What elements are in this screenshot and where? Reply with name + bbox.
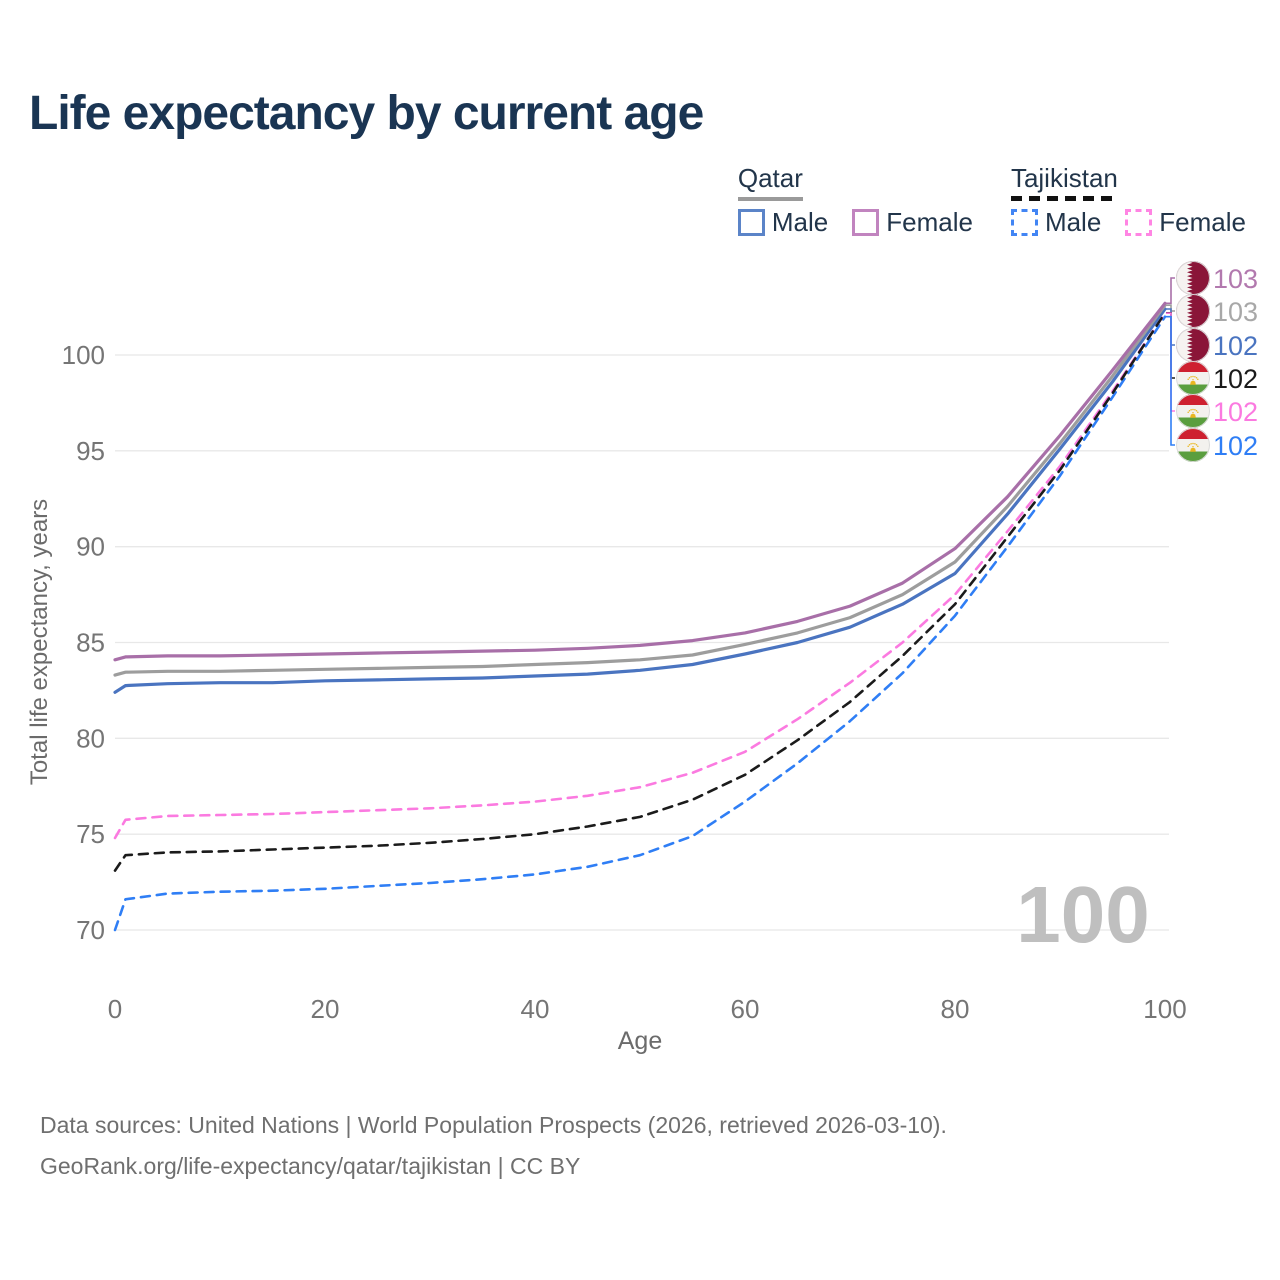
legend-group-tajikistan: Tajikistan Male Female <box>1010 163 1246 238</box>
end-connector-qatar-female <box>1166 277 1175 305</box>
end-connector-tajikistan-male <box>1166 315 1175 446</box>
legend-swatch-tajikistan-female <box>1125 209 1153 236</box>
y-tick-70: 70 <box>76 915 105 945</box>
legend-item-qatar-female[interactable]: Female <box>852 207 973 238</box>
x-tick-0: 0 <box>108 994 122 1024</box>
footer-url: GeoRank.org/life-expectancy/qatar/tajiki… <box>40 1153 581 1179</box>
legend-items-tajikistan: Male Female <box>1010 207 1246 238</box>
end-value-tajikistan-both: 102 <box>1213 364 1258 394</box>
legend-country-qatar[interactable]: Qatar <box>737 163 803 201</box>
y-tick-90: 90 <box>76 532 105 562</box>
series-line-qatar-both <box>113 303 1167 677</box>
y-tick-85: 85 <box>76 628 105 658</box>
legend-group-qatar: Qatar Male Female <box>737 163 973 238</box>
series-line-tajikistan-female <box>113 311 1167 840</box>
legend-label-tajikistan-female: Female <box>1159 207 1246 237</box>
legend-swatch-qatar-male <box>737 209 765 236</box>
x-tick-40: 40 <box>521 994 550 1024</box>
tajikistan-flag-icon <box>1176 361 1210 395</box>
x-tick-60: 60 <box>731 994 760 1024</box>
footer: Data sources: United Nations | World Pop… <box>40 1105 947 1187</box>
x-tick-100: 100 <box>1143 994 1186 1024</box>
chart-legend: Qatar Male Female Tajikistan Male <box>737 163 1246 238</box>
legend-label-tajikistan-male: Male <box>1044 207 1102 237</box>
series-line-qatar-male <box>113 307 1167 694</box>
legend-label-qatar-female: Female <box>886 207 973 237</box>
age-watermark: 100 <box>1016 870 1149 959</box>
legend-swatch-tajikistan-male <box>1010 209 1038 236</box>
qatar-flag-icon <box>1176 294 1210 328</box>
end-connector-qatar-both <box>1166 304 1175 312</box>
legend-swatch-qatar-female <box>852 209 880 236</box>
qatar-flag-icon <box>1176 328 1210 362</box>
footer-sources: Data sources: United Nations | World Pop… <box>40 1112 947 1138</box>
y-tick-100: 100 <box>62 340 105 370</box>
legend-label-qatar-male: Male <box>771 207 829 237</box>
tajikistan-flag-icon <box>1176 428 1210 462</box>
series-line-tajikistan-male <box>113 315 1167 932</box>
legend-item-qatar-male[interactable]: Male <box>737 207 829 238</box>
gridlines <box>115 354 1169 931</box>
y-axis-title: Total life expectancy, years <box>26 499 53 785</box>
page-title: Life expectancy by current age <box>29 87 704 140</box>
series-line-qatar-female <box>113 301 1167 662</box>
end-value-tajikistan-male: 102 <box>1213 431 1258 461</box>
end-value-qatar-female: 103 <box>1213 264 1258 294</box>
series-lines <box>113 301 1167 932</box>
y-tick-95: 95 <box>76 436 105 466</box>
legend-item-tajikistan-female[interactable]: Female <box>1125 207 1246 238</box>
series-line-tajikistan-both <box>113 311 1167 872</box>
legend-item-tajikistan-male[interactable]: Male <box>1010 207 1102 238</box>
y-tick-75: 75 <box>76 819 105 849</box>
end-value-tajikistan-female: 102 <box>1213 397 1258 427</box>
x-tick-80: 80 <box>941 994 970 1024</box>
y-tick-80: 80 <box>76 723 105 753</box>
qatar-flag-icon <box>1176 261 1210 295</box>
x-tick-20: 20 <box>311 994 340 1024</box>
x-axis-title: Age <box>618 1027 662 1055</box>
legend-country-tajikistan[interactable]: Tajikistan <box>1010 163 1118 201</box>
end-value-qatar-both: 103 <box>1213 297 1258 327</box>
tajikistan-flag-icon <box>1176 394 1210 428</box>
legend-items-qatar: Male Female <box>737 207 973 238</box>
axis-labels: 70 75 80 85 90 95 100 0 20 40 60 80 100 Age Total life… <box>26 340 1187 1055</box>
end-value-qatar-male: 102 <box>1213 331 1258 361</box>
